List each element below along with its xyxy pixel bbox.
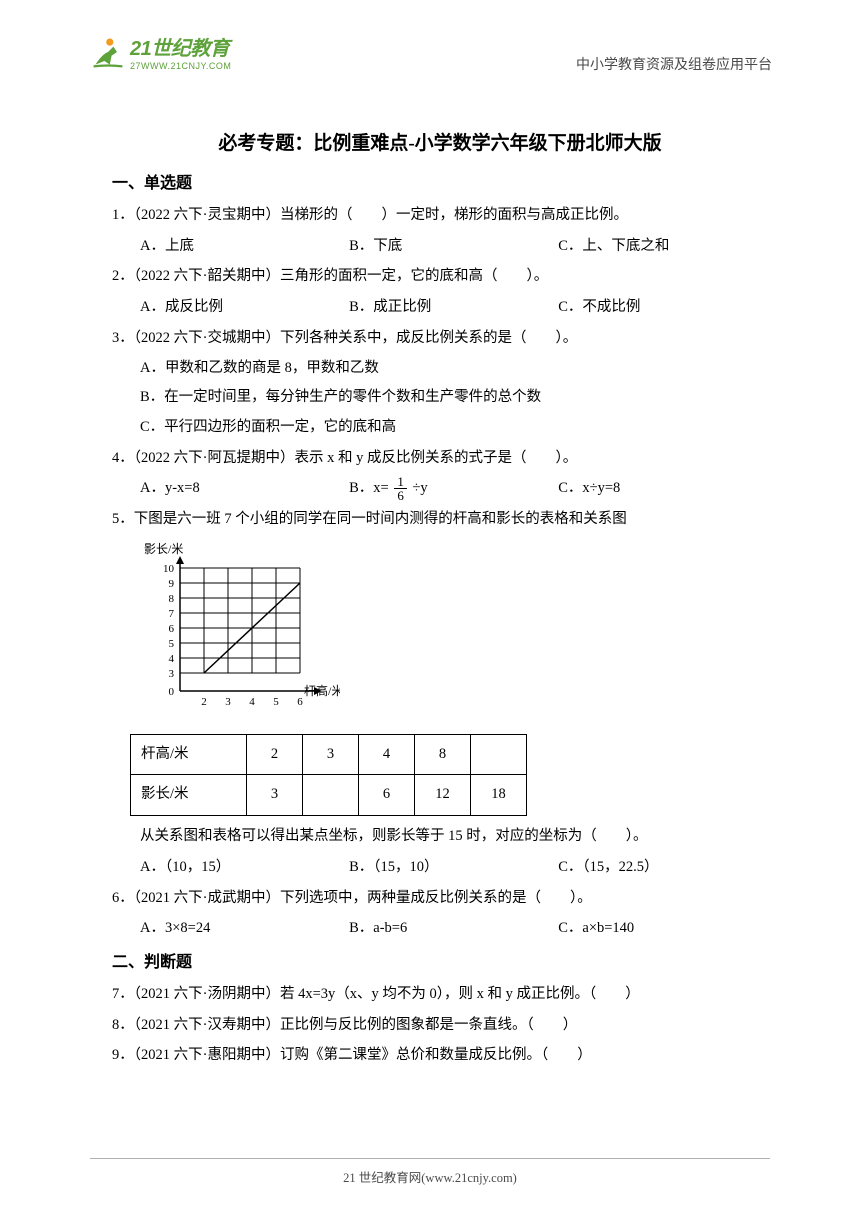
question-5-text: 5．下图是六一班 7 个小组的同学在同一时间内测得的杆高和影长的表格和关系图 <box>112 505 768 535</box>
table-cell <box>303 775 359 816</box>
table-cell: 杆高/米 <box>131 734 247 775</box>
question-6-options: A．3×8=24 B．a-b=6 C．a×b=140 <box>140 914 768 944</box>
table-cell <box>471 734 527 775</box>
table-cell: 18 <box>471 775 527 816</box>
question-9-text: 9．（2021 六下·惠阳期中）订购《第二课堂》总价和数量成反比例。（ ） <box>112 1041 768 1071</box>
option-6a[interactable]: A．3×8=24 <box>140 914 349 944</box>
option-3c[interactable]: C．平行四边形的面积一定，它的底和高 <box>140 413 768 443</box>
table-cell: 6 <box>359 775 415 816</box>
option-3b[interactable]: B．在一定时间里，每分钟生产的零件个数和生产零件的总个数 <box>140 383 768 413</box>
question-1: 1．（2022 六下·灵宝期中）当梯形的（ ）一定时，梯形的面积与高成正比例。 … <box>112 201 768 261</box>
option-4c[interactable]: C．x÷y=8 <box>558 474 767 504</box>
question-7-text: 7．（2021 六下·汤阴期中）若 4x=3y（x、y 均不为 0），则 x 和… <box>112 980 768 1010</box>
option-4a[interactable]: A．y-x=8 <box>140 474 349 504</box>
question-5-table-wrap: 杆高/米2348影长/米361218 <box>130 734 768 816</box>
question-2-text: 2．（2022 六下·韶关期中）三角形的面积一定，它的底和高（ ）。 <box>112 262 768 292</box>
option-5c[interactable]: C．（15，22.5） <box>558 853 767 883</box>
question-6: 6．（2021 六下·成武期中）下列选项中，两种量成反比例关系的是（ ）。 A．… <box>112 884 768 944</box>
option-2c[interactable]: C．不成比例 <box>558 293 767 323</box>
question-7: 7．（2021 六下·汤阴期中）若 4x=3y（x、y 均不为 0），则 x 和… <box>112 980 768 1010</box>
question-5-after: 从关系图和表格可以得出某点坐标，则影长等于 15 时，对应的坐标为（ ）。 <box>140 822 768 852</box>
page-footer: 21 世纪教育网(www.21cnjy.com) <box>0 1158 860 1186</box>
svg-text:4: 4 <box>249 696 255 708</box>
option-2a[interactable]: A．成反比例 <box>140 293 349 323</box>
option-1b[interactable]: B．下底 <box>349 232 558 262</box>
question-5-chart: 影长/米034567891023456杆高/米 <box>140 541 768 728</box>
question-5-table: 杆高/米2348影长/米361218 <box>130 734 527 816</box>
line-chart-svg: 影长/米034567891023456杆高/米 <box>140 541 340 716</box>
question-8: 8．（2021 六下·汉寿期中）正比例与反比例的图象都是一条直线。（ ） <box>112 1011 768 1041</box>
logo-text: 21世纪教育 27WWW.21CNJY.COM <box>130 32 231 71</box>
question-5: 5．下图是六一班 7 个小组的同学在同一时间内测得的杆高和影长的表格和关系图 影… <box>112 505 768 882</box>
svg-text:3: 3 <box>169 668 175 680</box>
svg-text:4: 4 <box>169 653 175 665</box>
fraction-1-6: 16 <box>394 475 407 502</box>
option-5b[interactable]: B．（15，10） <box>349 853 558 883</box>
svg-text:5: 5 <box>169 638 175 650</box>
table-cell: 3 <box>247 775 303 816</box>
option-1a[interactable]: A．上底 <box>140 232 349 262</box>
option-1c[interactable]: C．上、下底之和 <box>558 232 767 262</box>
svg-text:2: 2 <box>201 696 207 708</box>
table-cell: 4 <box>359 734 415 775</box>
footer-divider <box>90 1158 770 1159</box>
table-cell: 影长/米 <box>131 775 247 816</box>
table-cell: 2 <box>247 734 303 775</box>
question-8-text: 8．（2021 六下·汉寿期中）正比例与反比例的图象都是一条直线。（ ） <box>112 1011 768 1041</box>
page-header: 21世纪教育 27WWW.21CNJY.COM 中小学教育资源及组卷应用平台 <box>0 32 860 92</box>
svg-text:5: 5 <box>273 696 279 708</box>
table-row: 影长/米3 61218 <box>131 775 527 816</box>
svg-text:杆高/米: 杆高/米 <box>304 683 340 698</box>
table-cell: 8 <box>415 734 471 775</box>
content-area: 必考专题：比例重难点-小学数学六年级下册北师大版 一、单选题 1．（2022 六… <box>112 128 768 1072</box>
question-6-text: 6．（2021 六下·成武期中）下列选项中，两种量成反比例关系的是（ ）。 <box>112 884 768 914</box>
header-right-text: 中小学教育资源及组卷应用平台 <box>576 54 772 74</box>
question-1-options: A．上底 B．下底 C．上、下底之和 <box>140 232 768 262</box>
option-6b[interactable]: B．a-b=6 <box>349 914 558 944</box>
option-4b-post: ÷y <box>409 480 428 496</box>
question-4-text: 4．（2022 六下·阿瓦提期中）表示 x 和 y 成反比例关系的式子是（ ）。 <box>112 444 768 474</box>
svg-text:9: 9 <box>169 578 175 590</box>
question-3: 3．（2022 六下·交城期中）下列各种关系中，成反比例关系的是（ ）。 A．甲… <box>112 324 768 443</box>
svg-text:6: 6 <box>297 696 303 708</box>
question-9: 9．（2021 六下·惠阳期中）订购《第二课堂》总价和数量成反比例。（ ） <box>112 1041 768 1071</box>
question-4-options: A．y-x=8 B．x= 16 ÷y C．x÷y=8 <box>140 474 768 504</box>
svg-text:8: 8 <box>169 593 175 605</box>
question-2-options: A．成反比例 B．成正比例 C．不成比例 <box>140 293 768 323</box>
svg-text:10: 10 <box>163 563 175 575</box>
section-1-title: 一、单选题 <box>112 169 768 193</box>
svg-text:影长/米: 影长/米 <box>144 542 183 556</box>
logo-sub-text: 27WWW.21CNJY.COM <box>130 61 231 71</box>
question-2: 2．（2022 六下·韶关期中）三角形的面积一定，它的底和高（ ）。 A．成反比… <box>112 262 768 322</box>
table-row: 杆高/米2348 <box>131 734 527 775</box>
page-title: 必考专题：比例重难点-小学数学六年级下册北师大版 <box>112 128 768 155</box>
logo: 21世纪教育 27WWW.21CNJY.COM <box>90 32 231 71</box>
svg-text:6: 6 <box>169 623 175 635</box>
table-cell: 12 <box>415 775 471 816</box>
fraction-numerator: 1 <box>394 475 407 489</box>
svg-text:7: 7 <box>169 608 175 620</box>
option-6c[interactable]: C．a×b=140 <box>558 914 767 944</box>
question-5-options: A．（10，15） B．（15，10） C．（15，22.5） <box>140 853 768 883</box>
option-3a[interactable]: A．甲数和乙数的商是 8，甲数和乙数 <box>140 354 768 384</box>
section-2-title: 二、判断题 <box>112 948 768 972</box>
svg-text:3: 3 <box>225 696 231 708</box>
option-4b-pre: B．x= <box>349 480 392 496</box>
option-4b[interactable]: B．x= 16 ÷y <box>349 474 558 504</box>
option-5a[interactable]: A．（10，15） <box>140 853 349 883</box>
question-4: 4．（2022 六下·阿瓦提期中）表示 x 和 y 成反比例关系的式子是（ ）。… <box>112 444 768 504</box>
question-3-text: 3．（2022 六下·交城期中）下列各种关系中，成反比例关系的是（ ）。 <box>112 324 768 354</box>
option-2b[interactable]: B．成正比例 <box>349 293 558 323</box>
svg-text:0: 0 <box>169 686 175 698</box>
logo-runner-icon <box>90 34 126 70</box>
logo-main-text: 21世纪教育 <box>130 32 231 61</box>
question-1-text: 1．（2022 六下·灵宝期中）当梯形的（ ）一定时，梯形的面积与高成正比例。 <box>112 201 768 231</box>
footer-text: 21 世纪教育网(www.21cnjy.com) <box>0 1167 860 1186</box>
fraction-denominator: 6 <box>394 489 407 502</box>
table-cell: 3 <box>303 734 359 775</box>
